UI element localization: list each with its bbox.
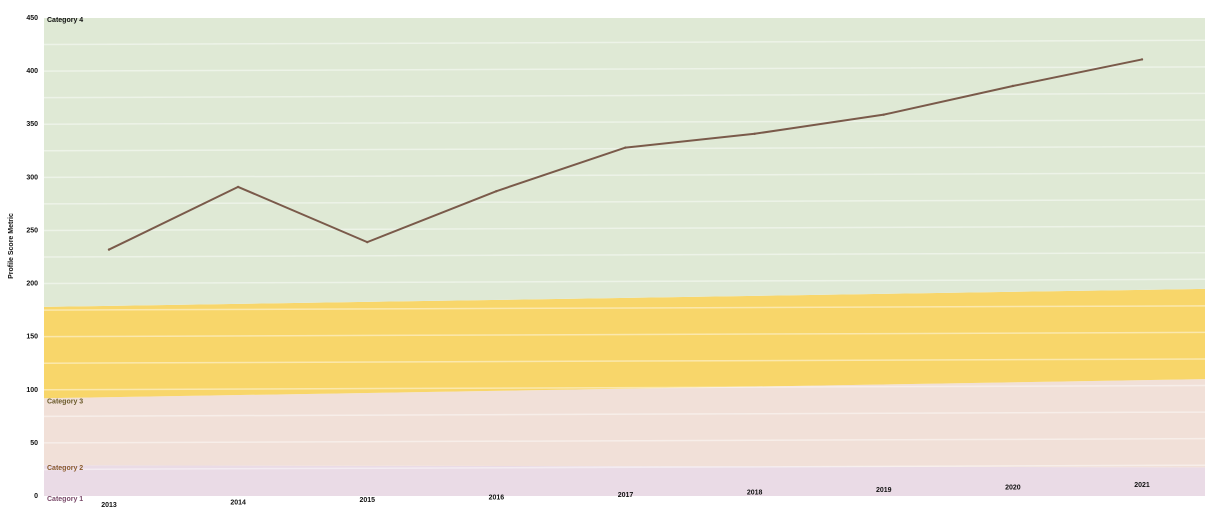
- data-point: [1140, 58, 1144, 61]
- x-tick-label: 2016: [489, 495, 505, 502]
- x-tick-label: 2021: [1134, 482, 1150, 489]
- data-point: [1011, 84, 1015, 88]
- band-label-4: Category 4: [47, 17, 83, 24]
- data-point: [882, 113, 885, 116]
- y-tick-label: 250: [26, 227, 38, 234]
- x-tick-label: 2015: [359, 497, 375, 504]
- texture-stripe: [43, 119, 1205, 125]
- category-bands: [44, 18, 1205, 496]
- y-tick-label: 350: [26, 121, 38, 128]
- band-category-1: [44, 465, 1205, 496]
- band-label-1: Category 1: [47, 496, 83, 503]
- y-tick-label: 50: [30, 440, 38, 447]
- texture-stripe: [43, 172, 1205, 179]
- texture-stripe: [43, 384, 1205, 391]
- band-label-3: Category 3: [47, 398, 83, 405]
- y-tick-label: 450: [26, 15, 38, 22]
- band-category-4: [44, 18, 1205, 307]
- texture-stripe: [43, 305, 1205, 311]
- data-point: [495, 189, 498, 193]
- x-tick-label: 2019: [876, 487, 892, 494]
- category-band-labels: Category 1 Category 2 Category 3 Category 4: [47, 17, 83, 503]
- y-tick-label: 400: [26, 68, 38, 75]
- x-tick-label: 2017: [618, 492, 634, 499]
- band-category-3: [44, 288, 1205, 399]
- y-tick-label: 300: [26, 174, 38, 181]
- texture-stripe: [43, 411, 1205, 418]
- texture-stripe: [43, 198, 1205, 205]
- band-texture-stripes: [43, 39, 1205, 471]
- band-category-2: [44, 379, 1205, 468]
- y-tick-label: 150: [26, 334, 38, 341]
- band-label-2: Category 2: [47, 465, 83, 472]
- texture-stripe: [43, 252, 1205, 258]
- data-point: [624, 146, 627, 149]
- texture-stripe: [43, 358, 1205, 364]
- texture-stripe: [43, 39, 1205, 46]
- data-point: [753, 132, 756, 135]
- x-axis-ticks: 2013 2014 2015 2016 2017 2018 2019 2020 2021: [101, 482, 1150, 509]
- data-point: [107, 248, 111, 251]
- texture-stripe: [43, 437, 1205, 444]
- data-point: [236, 185, 240, 189]
- x-tick-label: 2014: [230, 500, 246, 507]
- data-series: [107, 58, 1144, 251]
- y-tick-label: 0: [34, 493, 38, 500]
- y-tick-label: 200: [26, 281, 38, 288]
- x-tick-label: 2013: [101, 502, 117, 509]
- data-point: [366, 240, 369, 244]
- texture-stripe: [43, 331, 1205, 338]
- x-tick-label: 2020: [1005, 485, 1021, 492]
- x-tick-label: 2018: [747, 490, 763, 497]
- y-axis-ticks: 0 50 100 150 200 250 300 350 400 450: [26, 15, 38, 500]
- texture-stripe: [43, 278, 1205, 285]
- y-axis-label: Profile Score Metric: [8, 213, 15, 279]
- y-tick-label: 100: [26, 387, 38, 394]
- texture-stripe: [43, 464, 1205, 471]
- texture-stripe: [43, 66, 1205, 72]
- texture-stripe: [43, 92, 1205, 99]
- texture-stripe: [43, 225, 1205, 232]
